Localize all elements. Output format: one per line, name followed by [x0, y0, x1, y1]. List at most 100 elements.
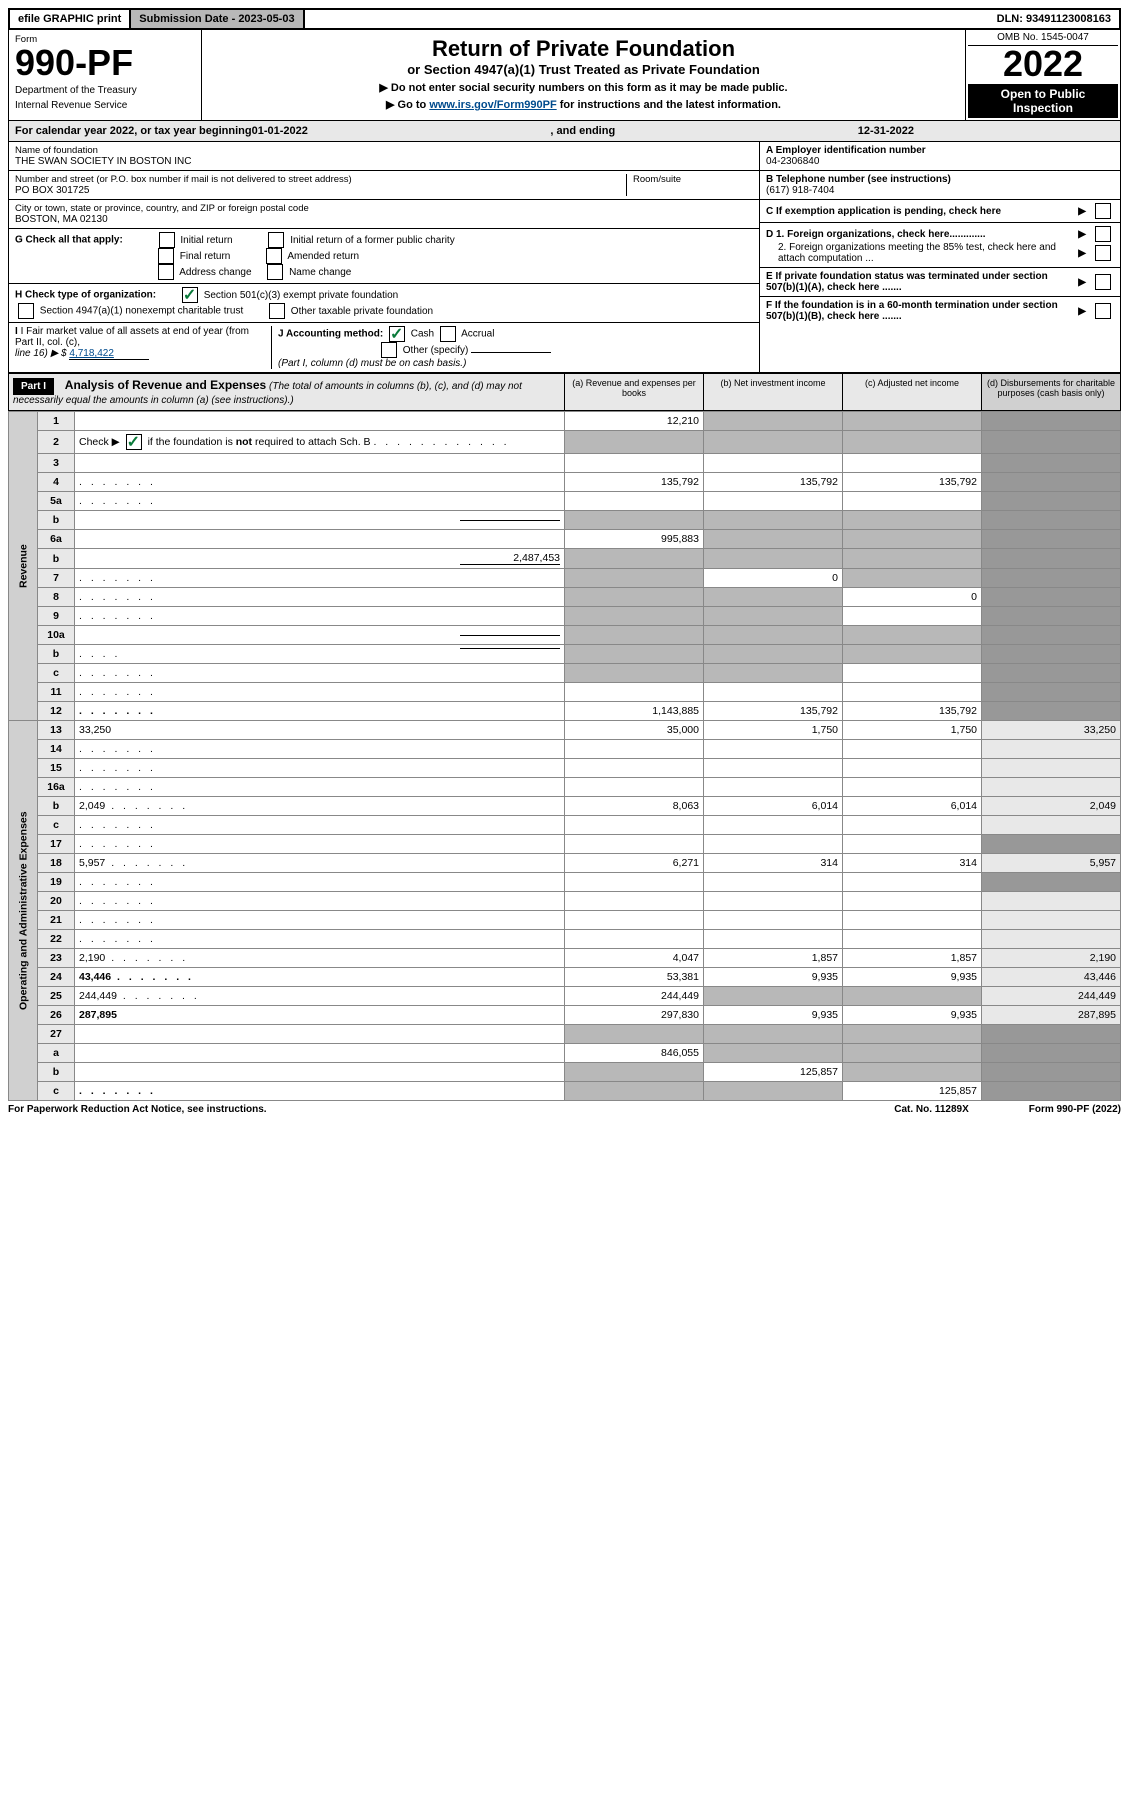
tax-year: 2022 — [968, 46, 1118, 82]
col-b-value: 0 — [704, 569, 843, 588]
line-number: 5a — [38, 492, 75, 511]
col-a-value: 995,883 — [565, 530, 704, 549]
line-description: . . . . . . . — [75, 835, 565, 854]
b-label: B Telephone number (see instructions) — [766, 174, 1114, 185]
other-taxable-check[interactable] — [269, 303, 285, 319]
col-b-value — [704, 492, 843, 511]
open-public: Open to Public Inspection — [968, 84, 1118, 118]
col-a-value — [565, 911, 704, 930]
col-c-value — [843, 683, 982, 702]
col-b-value: 135,792 — [704, 473, 843, 492]
name-change-label: Name change — [289, 267, 351, 278]
line-number: 11 — [38, 683, 75, 702]
col-a-value — [565, 1063, 704, 1082]
table-row: 12 . . . . . . .1,143,885135,792135,792 — [9, 702, 1121, 721]
line-number: c — [38, 1082, 75, 1101]
d1-check[interactable] — [1095, 226, 1111, 242]
col-b-value — [704, 454, 843, 473]
line-number: b — [38, 1063, 75, 1082]
col-b-value: 9,935 — [704, 968, 843, 987]
col-a-value: 4,047 — [565, 949, 704, 968]
table-row: c . . . . . . .125,857 — [9, 1082, 1121, 1101]
col-d-value — [982, 892, 1121, 911]
initial-former-check[interactable] — [268, 232, 284, 248]
schb-check[interactable] — [126, 434, 142, 450]
col-a-value — [565, 626, 704, 645]
instruction-1: ▶ Do not enter social security numbers o… — [208, 81, 959, 94]
line-number: 7 — [38, 569, 75, 588]
sec501-check[interactable] — [182, 287, 198, 303]
col-b-value: 314 — [704, 854, 843, 873]
col-b-value — [704, 664, 843, 683]
cal-middle: , and ending — [308, 125, 858, 137]
check-h: H Check type of organization: Section 50… — [9, 284, 759, 323]
address-change-label: Address change — [179, 267, 251, 278]
city-label: City or town, state or province, country… — [15, 203, 753, 214]
line-description: . . . . . . . — [75, 911, 565, 930]
sec4947-check[interactable] — [18, 303, 34, 319]
col-b-value: 9,935 — [704, 1006, 843, 1025]
name-change-check[interactable] — [267, 264, 283, 280]
final-return-check[interactable] — [158, 248, 174, 264]
name-label: Name of foundation — [15, 145, 753, 156]
col-d-value — [982, 473, 1121, 492]
line-number: 20 — [38, 892, 75, 911]
line-description: Check ▶ if the foundation is not require… — [75, 431, 565, 454]
address-change-check[interactable] — [158, 264, 174, 280]
sec501-label: Section 501(c)(3) exempt private foundat… — [204, 290, 399, 301]
col-c-value — [843, 892, 982, 911]
other-taxable-label: Other taxable private foundation — [291, 306, 433, 317]
d-cell: D 1. Foreign organizations, check here..… — [760, 223, 1120, 268]
col-b-value — [704, 645, 843, 664]
col-a-value — [565, 778, 704, 797]
e-check[interactable] — [1095, 274, 1111, 290]
col-a-value: 35,000 — [565, 721, 704, 740]
address: PO BOX 301725 — [15, 185, 626, 196]
col-a-value: 297,830 — [565, 1006, 704, 1025]
i-value[interactable]: 4,718,422 — [69, 348, 149, 360]
line-number: 21 — [38, 911, 75, 930]
col-d-value — [982, 492, 1121, 511]
col-c-value: 9,935 — [843, 1006, 982, 1025]
amended-check[interactable] — [266, 248, 282, 264]
ein: 04-2306840 — [766, 156, 1114, 167]
col-a-value — [565, 892, 704, 911]
c-check[interactable] — [1095, 203, 1111, 219]
col-c-value — [843, 740, 982, 759]
col-b-head: (b) Net investment income — [703, 374, 842, 410]
f-check[interactable] — [1095, 303, 1111, 319]
col-c-value — [843, 835, 982, 854]
line-number: 24 — [38, 968, 75, 987]
col-c-value — [843, 454, 982, 473]
table-row: Operating and Administrative Expenses133… — [9, 721, 1121, 740]
department: Department of the Treasury — [15, 85, 195, 96]
f-cell: F If the foundation is in a 60-month ter… — [760, 297, 1120, 325]
line-number: a — [38, 1044, 75, 1063]
line-number: 14 — [38, 740, 75, 759]
form-link[interactable]: www.irs.gov/Form990PF — [429, 99, 556, 111]
col-b-value: 6,014 — [704, 797, 843, 816]
col-c-value — [843, 759, 982, 778]
other-spec-check[interactable] — [381, 342, 397, 358]
line-description: . . . . . . . — [75, 930, 565, 949]
c-cell: C If exemption application is pending, c… — [760, 200, 1120, 223]
col-c-value — [843, 930, 982, 949]
line-description: 5,957 . . . . . . . — [75, 854, 565, 873]
col-b-value — [704, 892, 843, 911]
subtitle: or Section 4947(a)(1) Trust Treated as P… — [208, 62, 959, 77]
col-c-value — [843, 607, 982, 626]
line-description: . . . . . . . — [75, 702, 565, 721]
city-cell: City or town, state or province, country… — [9, 200, 759, 229]
col-b-value — [704, 816, 843, 835]
initial-former-label: Initial return of a former public charit… — [290, 235, 455, 246]
accrual-check[interactable] — [440, 326, 456, 342]
col-b-value — [704, 1082, 843, 1101]
d2-check[interactable] — [1095, 245, 1111, 261]
col-d-value — [982, 873, 1121, 892]
cash-check[interactable] — [389, 326, 405, 342]
line-description: . . . . . . . — [75, 569, 565, 588]
col-d-value — [982, 778, 1121, 797]
table-row: 20 . . . . . . . — [9, 892, 1121, 911]
initial-return-check[interactable] — [159, 232, 175, 248]
g-label: G Check all that apply: — [15, 235, 123, 246]
